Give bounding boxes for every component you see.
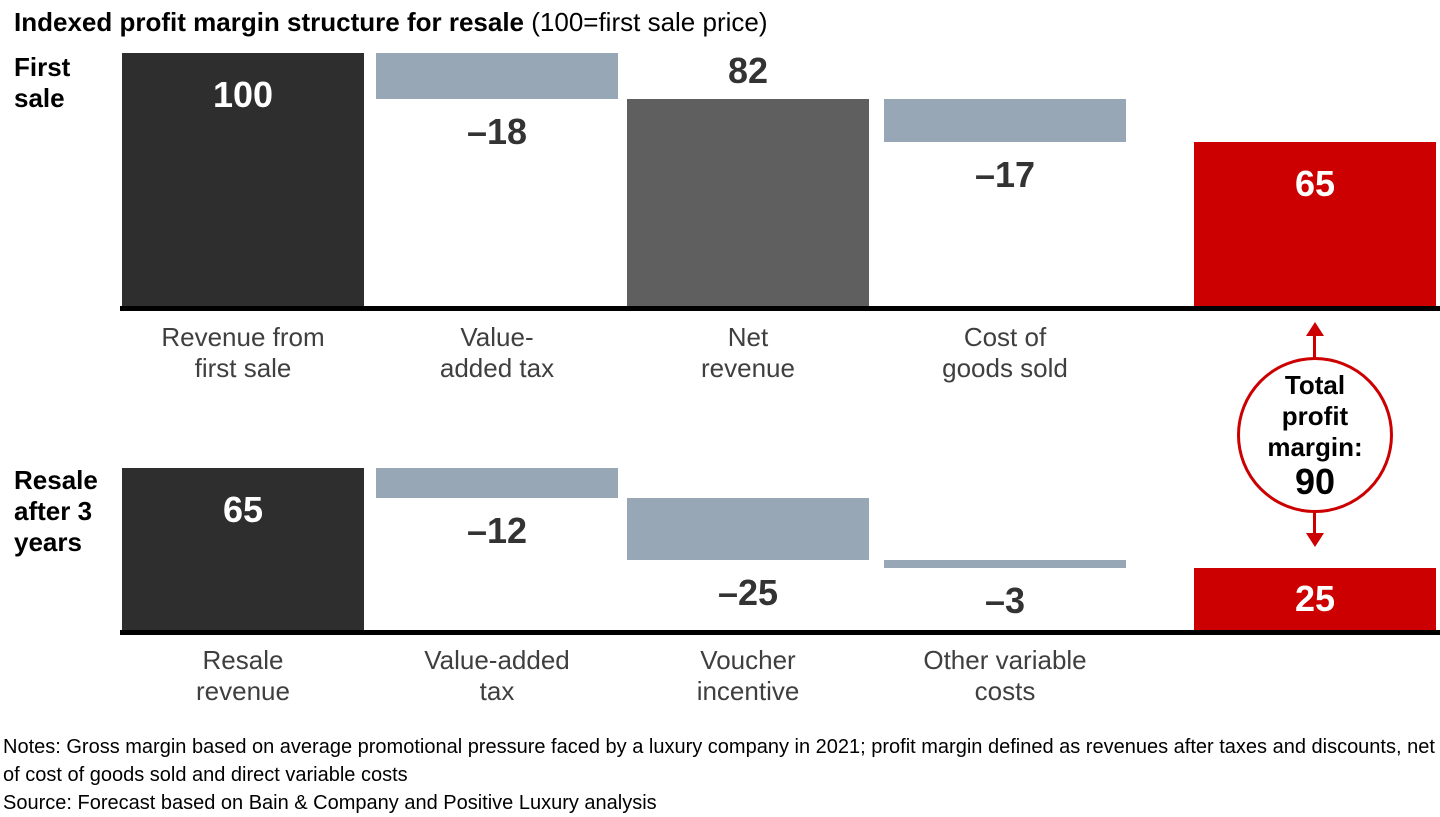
waterfall-bar: [1194, 567, 1436, 630]
page-title-bold: Indexed profit margin structure for resa…: [14, 7, 525, 37]
bar-value-label: 100: [212, 74, 274, 115]
category-label: Revenue from first sale: [161, 322, 325, 383]
waterfall-bar: [627, 497, 869, 560]
axis-baseline: [120, 306, 1440, 311]
bar-value-label: –17: [974, 153, 1036, 195]
total-margin-text-line: margin:: [1267, 431, 1363, 462]
arrow-down-icon: [1306, 533, 1324, 547]
bar-value-label: –18: [466, 110, 528, 152]
bar-value-label: 82: [727, 49, 769, 91]
category-label: Net revenue: [701, 322, 795, 383]
row-label: Resale after 3 years: [14, 465, 98, 557]
total-margin-text-line: profit: [1281, 400, 1349, 431]
waterfall-bar: [122, 53, 364, 306]
arrow-up-icon: [1306, 322, 1324, 336]
category-label: Value-added tax: [424, 645, 570, 706]
waterfall-bar: [376, 467, 618, 498]
bar-value-label: 65: [1294, 162, 1336, 204]
notes-text: Notes: Gross margin based on average pro…: [3, 736, 1435, 786]
footnotes: Notes: Gross margin based on average pro…: [3, 733, 1437, 817]
bar-value-label: 25: [1294, 577, 1336, 619]
waterfall-bar: [122, 467, 364, 630]
waterfall-bar: [884, 560, 1126, 568]
category-label: Voucher incentive: [696, 645, 800, 706]
category-label: Value- added tax: [439, 322, 555, 383]
bar-value-label: –3: [984, 579, 1026, 621]
bar-value-label: 65: [222, 488, 264, 530]
total-margin-text-line: Total: [1284, 369, 1346, 400]
waterfall-bar: [1194, 141, 1436, 306]
total-profit-margin-badge: Total profit margin: 90: [1237, 357, 1393, 513]
bar-value-label: –25: [717, 572, 779, 613]
waterfall-bar: [884, 98, 1126, 142]
axis-baseline: [120, 630, 1440, 635]
waterfall-chart: First sale 100 Revenue from first sale –18 V…: [14, 49, 1440, 706]
category-label: Cost of goods sold: [942, 322, 1068, 383]
arrow-line-top: [1313, 334, 1316, 359]
arrow-line-bottom: [1313, 511, 1316, 536]
waterfall-bar: [627, 98, 869, 306]
row-label: First sale: [14, 52, 71, 113]
bar-value-label: –12: [466, 509, 528, 551]
total-margin-value: 90: [1294, 460, 1336, 502]
source-text: Source: Forecast based on Bain & Company…: [3, 792, 657, 814]
page-title-subnote: (100=first sale price): [524, 7, 768, 37]
page-title: Indexed profit margin structure for resa…: [14, 6, 768, 38]
category-label: Resale revenue: [196, 645, 290, 706]
waterfall-bar: [376, 53, 618, 99]
category-label: Other variable costs: [923, 645, 1087, 706]
